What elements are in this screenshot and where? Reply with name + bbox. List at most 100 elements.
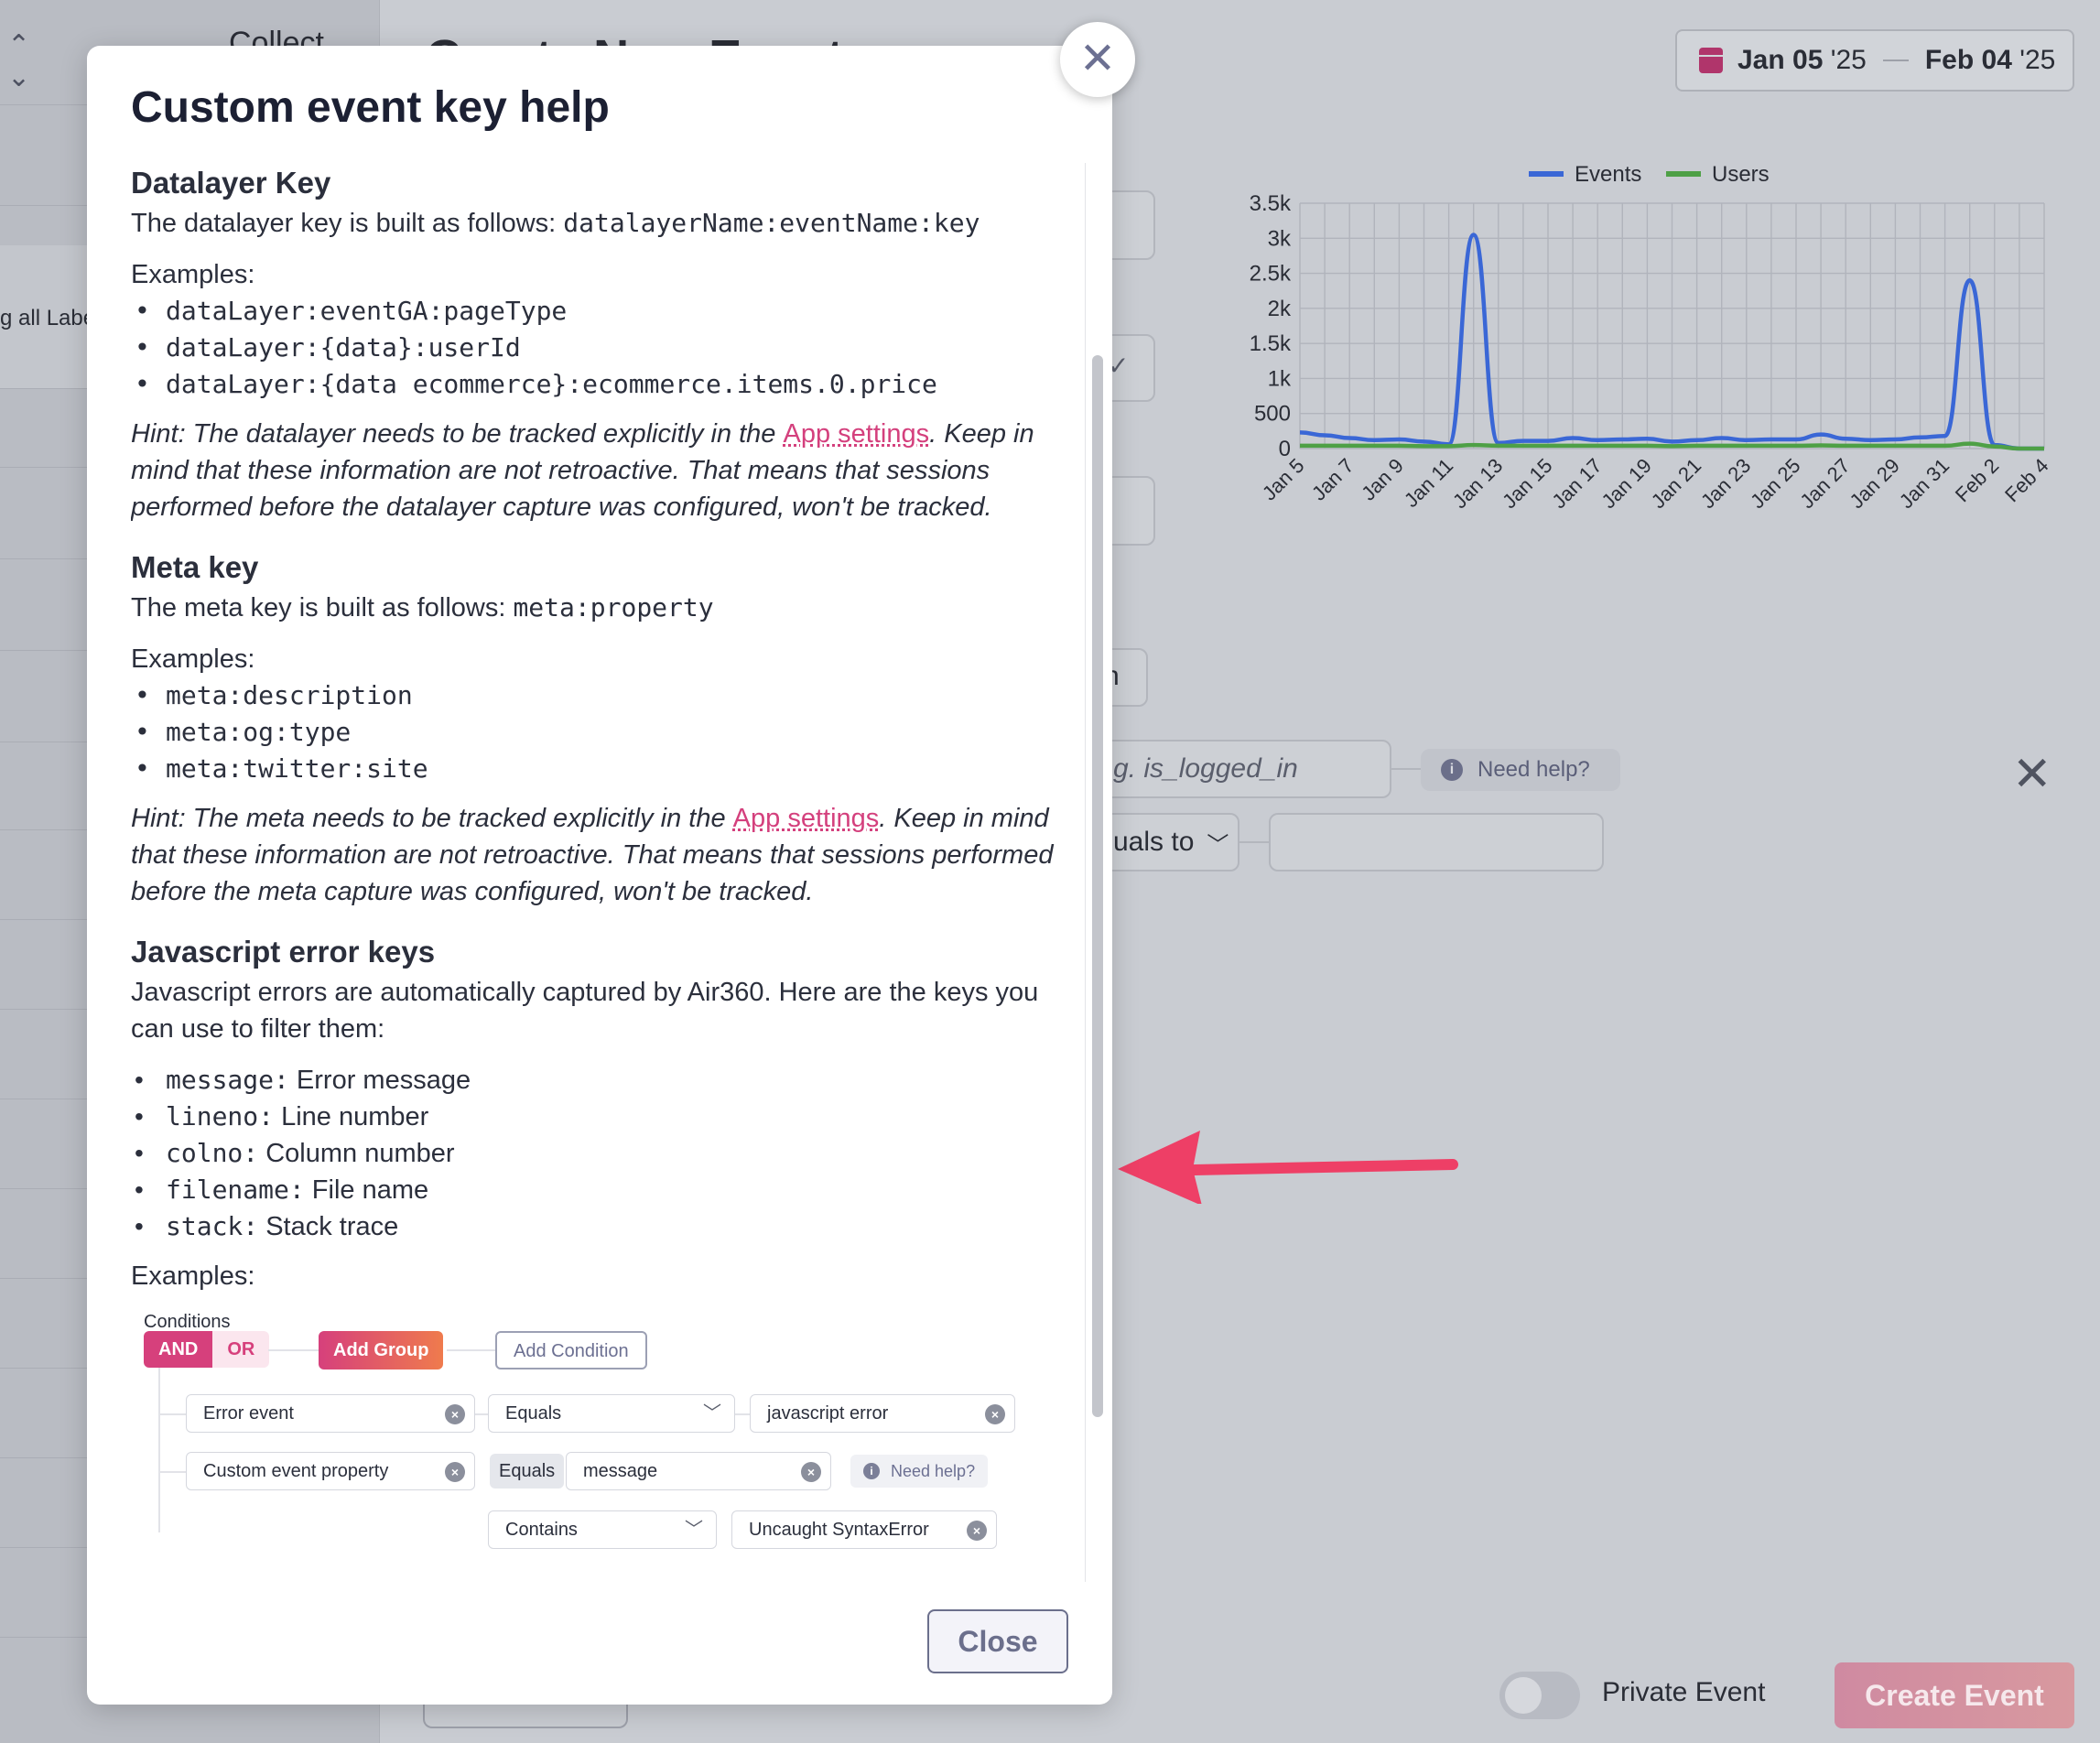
x-tick-label: Jan 31 bbox=[1895, 454, 1954, 513]
modal-scrollbar-track[interactable] bbox=[1085, 163, 1103, 1582]
cancel-button[interactable] bbox=[423, 1681, 628, 1728]
x-tick-label: Jan 5 bbox=[1258, 454, 1309, 505]
js-error-keys-list: message: Error message lineno: Line numb… bbox=[131, 1062, 1055, 1245]
modal-scrollbar-thumb[interactable] bbox=[1092, 355, 1103, 1417]
x-tick-label: Feb 4 bbox=[2000, 454, 2052, 506]
need-help-button[interactable]: i Need help? bbox=[1421, 749, 1620, 791]
operator-value: uals to bbox=[1113, 827, 1195, 857]
datalayer-intro-text: The datalayer key is built as follows: bbox=[131, 209, 557, 238]
y-tick-label: 3k bbox=[1268, 226, 1292, 251]
x-tick-label: Jan 7 bbox=[1307, 454, 1359, 505]
js-errors-heading: Javascript error keys bbox=[131, 935, 436, 969]
remove-condition-icon[interactable]: ✕ bbox=[2012, 748, 2052, 801]
connector-line bbox=[1391, 768, 1421, 770]
meta-hint: Hint: The meta needs to be tracked expli… bbox=[131, 800, 1055, 910]
connector-line bbox=[1239, 841, 1269, 843]
app-settings-link[interactable]: App settings bbox=[783, 419, 930, 449]
tree-line bbox=[158, 1368, 160, 1532]
datalayer-intro: The datalayer key is built as follows: d… bbox=[131, 205, 1055, 242]
chevron-down-icon: ﹀ bbox=[1207, 832, 1229, 858]
value-text: Uncaught SyntaxError bbox=[749, 1520, 929, 1540]
hint-text: . Keep in mind that these information ar… bbox=[131, 804, 1054, 906]
info-icon: i bbox=[863, 1463, 880, 1479]
connector-line bbox=[447, 1349, 495, 1351]
y-tick-label: 1.5k bbox=[1250, 331, 1292, 356]
and-option: AND bbox=[144, 1331, 213, 1368]
y-tick-label: 500 bbox=[1254, 402, 1291, 427]
x-tick-label: Feb 2 bbox=[1951, 454, 2003, 506]
key-name: lineno: bbox=[166, 1101, 275, 1131]
connector-line bbox=[268, 1349, 319, 1351]
x-tick-label: Jan 15 bbox=[1498, 454, 1556, 513]
meta-examples-list: meta:description meta:og:type meta:twitt… bbox=[131, 677, 1055, 787]
key-name: filename: bbox=[166, 1175, 305, 1205]
operator-value: Equals bbox=[505, 1403, 562, 1424]
datalayer-examples-list: dataLayer:eventGA:pageType dataLayer:{da… bbox=[131, 293, 1055, 403]
check-icon: ✓ bbox=[1108, 352, 1130, 380]
x-tick-label: Jan 11 bbox=[1400, 454, 1457, 512]
meta-intro-text: The meta key is built as follows: bbox=[131, 593, 506, 622]
x-tick-label: Jan 29 bbox=[1846, 454, 1904, 513]
sidebar-label-fragment: g all Labe bbox=[0, 306, 96, 330]
x-tick-label: Jan 23 bbox=[1696, 454, 1755, 513]
chevron-down-icon: ﹀ bbox=[703, 1403, 721, 1424]
chevron-down-icon: ﹀ bbox=[685, 1520, 703, 1540]
tree-line bbox=[158, 1471, 186, 1473]
modal-body[interactable]: Datalayer Key The datalayer key is built… bbox=[131, 165, 1055, 1579]
example-value-input: Uncaught SyntaxError × bbox=[731, 1510, 997, 1549]
operator-value: Contains bbox=[505, 1520, 578, 1540]
property-key-input[interactable]: g. is_logged_in bbox=[1099, 740, 1391, 798]
key-name: message: bbox=[166, 1065, 289, 1095]
info-icon: i bbox=[1441, 759, 1463, 781]
or-option: OR bbox=[212, 1331, 270, 1368]
date-range-picker[interactable]: Jan 05 '25 Feb 04 '25 bbox=[1675, 29, 2074, 92]
field-value: Custom event property bbox=[203, 1461, 389, 1481]
field-value: Error event bbox=[203, 1403, 294, 1424]
series-line-events bbox=[1299, 233, 2044, 451]
key-name: colno: bbox=[166, 1138, 259, 1168]
close-icon[interactable]: ✕ bbox=[1060, 22, 1135, 97]
clear-icon: × bbox=[445, 1404, 465, 1424]
close-button[interactable]: Close bbox=[927, 1609, 1068, 1673]
datalayer-examples-label: Examples: bbox=[131, 260, 255, 289]
list-item: dataLayer:{data ecommerce}:ecommerce.ite… bbox=[131, 366, 1055, 403]
x-tick-label: Jan 27 bbox=[1795, 454, 1854, 513]
x-tick-label: Jan 13 bbox=[1448, 454, 1507, 513]
example-field-input: Error event × bbox=[186, 1394, 475, 1433]
example-field-input: Custom event property × bbox=[186, 1452, 475, 1490]
expand-collapse-icon[interactable]: ⌃ ⌄ bbox=[7, 30, 31, 92]
list-item: dataLayer:eventGA:pageType bbox=[131, 293, 1055, 330]
datalayer-format: datalayerName:eventName:key bbox=[563, 208, 980, 238]
key-description: Error message bbox=[296, 1066, 471, 1095]
list-item: lineno: Line number bbox=[131, 1099, 1055, 1135]
list-item: meta:og:type bbox=[131, 714, 1055, 751]
key-description: Stack trace bbox=[265, 1212, 399, 1241]
example-value-input: javascript error × bbox=[750, 1394, 1015, 1433]
app-settings-link[interactable]: App settings bbox=[732, 804, 880, 833]
create-event-button[interactable]: Create Event bbox=[1835, 1662, 2074, 1728]
meta-examples-label: Examples: bbox=[131, 644, 255, 674]
condition-value-input[interactable] bbox=[1269, 813, 1604, 872]
operator-select[interactable]: uals to ﹀ bbox=[1099, 813, 1239, 872]
key-description: Column number bbox=[265, 1139, 455, 1168]
private-event-toggle[interactable] bbox=[1499, 1672, 1580, 1719]
example-operator-badge: Equals bbox=[490, 1454, 565, 1489]
meta-format: meta:property bbox=[513, 592, 714, 622]
legend-label: Events bbox=[1575, 162, 1641, 187]
connector-line bbox=[475, 1413, 488, 1415]
modal-title: Custom event key help bbox=[131, 83, 610, 132]
custom-event-key-help-modal: Custom event key help Datalayer Key The … bbox=[87, 46, 1112, 1705]
y-tick-label: 1k bbox=[1268, 366, 1292, 391]
legend-swatch bbox=[1666, 171, 1701, 177]
clear-icon: × bbox=[967, 1521, 987, 1541]
date-start-year: '25 bbox=[1830, 45, 1867, 75]
clear-icon: × bbox=[985, 1404, 1005, 1424]
list-item: stack: Stack trace bbox=[131, 1208, 1055, 1245]
x-tick-label: Jan 25 bbox=[1746, 454, 1804, 513]
js-errors-intro: Javascript errors are automatically capt… bbox=[131, 978, 1039, 1044]
example-conditions-image: Conditions AND OR Add Group Add Conditio… bbox=[131, 1304, 1046, 1549]
value-text: message bbox=[583, 1461, 658, 1481]
date-separator bbox=[1882, 60, 1909, 61]
conditions-label: Conditions bbox=[144, 1312, 231, 1332]
